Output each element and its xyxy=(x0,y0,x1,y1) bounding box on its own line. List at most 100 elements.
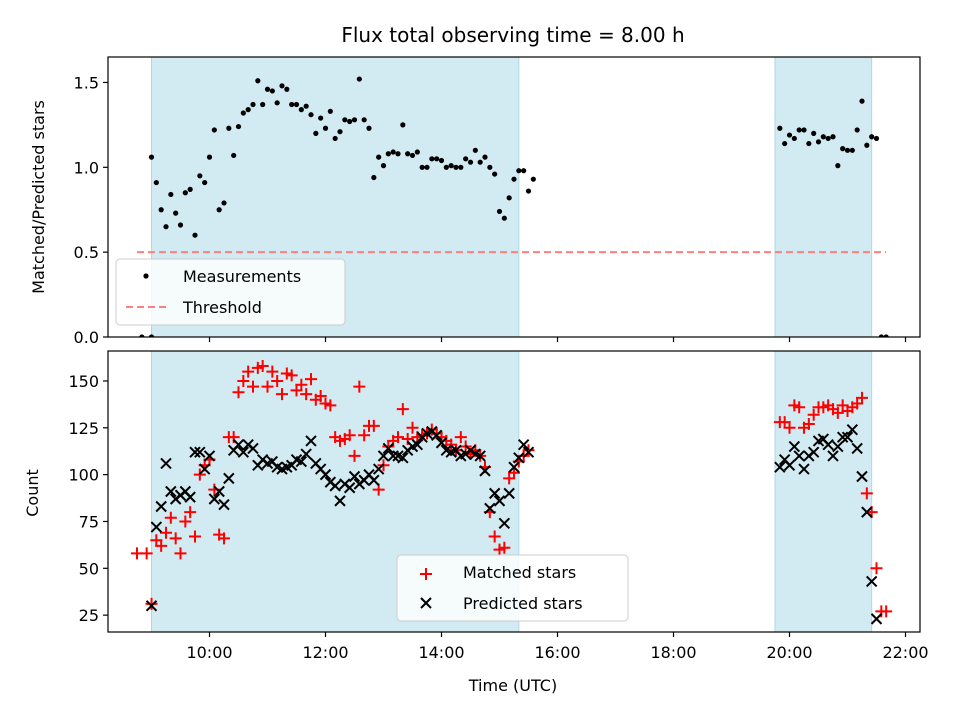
measurements-point-100 xyxy=(864,142,870,148)
matched-stars-point-75 xyxy=(498,541,511,554)
measurements-point-17 xyxy=(221,200,227,206)
predicted-stars-point-92 xyxy=(836,431,849,443)
predicted-stars-point-15 xyxy=(218,498,230,511)
top-y-axis-label: Matched/Predicted stars xyxy=(29,100,48,294)
matched-stars-point-26 xyxy=(261,380,274,393)
measurements-point-34 xyxy=(303,103,309,109)
legend-label-matched-stars: Matched stars xyxy=(463,563,576,582)
matched-stars-point-20 xyxy=(232,386,245,399)
matched-stars-point-49 xyxy=(372,483,385,496)
predicted-stars-point-76 xyxy=(513,452,525,464)
predicted-stars-point-71 xyxy=(488,487,501,500)
measurements-point-104 xyxy=(883,334,889,337)
predicted-stars-point-41 xyxy=(343,482,356,494)
matched-stars-point-1 xyxy=(140,547,153,560)
axes-frame-0 xyxy=(107,56,921,338)
measurements-point-32 xyxy=(293,101,300,108)
predicted-stars-point-48 xyxy=(377,450,390,462)
measurements-point-4 xyxy=(158,207,164,213)
predicted-stars-point-90 xyxy=(827,450,839,462)
measurements-point-61 xyxy=(434,156,440,162)
measurements-point-28 xyxy=(274,100,280,106)
measurements-point-9 xyxy=(182,190,188,196)
matched-stars-point-7 xyxy=(169,532,182,545)
matched-stars-point-98 xyxy=(856,391,868,404)
measurements-point-13 xyxy=(202,179,208,186)
matched-stars-point-4 xyxy=(155,539,168,552)
legend-label-measurements: Measurements xyxy=(183,267,301,286)
matched-stars-point-80 xyxy=(522,444,535,457)
predicted-stars-point-94 xyxy=(846,423,859,436)
predicted-stars-point-89 xyxy=(822,438,834,451)
measurements-point-73 xyxy=(492,171,498,177)
measurements-point-82 xyxy=(777,125,783,131)
predicted-stars-point-39 xyxy=(334,495,346,507)
measurements-point-88 xyxy=(806,140,812,147)
y-tick-label-1-0: 25 xyxy=(79,606,99,625)
measurements-point-96 xyxy=(844,147,851,153)
measurements-point-7 xyxy=(173,210,179,216)
measurements-point-11 xyxy=(192,232,198,238)
predicted-stars-point-1 xyxy=(150,521,163,533)
measurements-point-94 xyxy=(835,163,841,169)
measurements-point-21 xyxy=(240,110,246,116)
predicted-stars-point-2 xyxy=(155,500,167,513)
measurements-point-83 xyxy=(782,140,788,147)
matched-stars-point-21 xyxy=(237,374,250,387)
matched-stars-point-44 xyxy=(348,449,361,462)
predicted-stars-point-13 xyxy=(208,493,221,505)
shaded-interval-0-1 xyxy=(774,56,873,338)
legend-marker-matched-stars xyxy=(420,568,432,580)
measurements-point-49 xyxy=(376,154,382,160)
predicted-stars-point-55 xyxy=(411,438,424,451)
y-tick-label-1-4: 125 xyxy=(68,419,99,438)
matched-stars-point-5 xyxy=(160,526,172,539)
measurements-point-20 xyxy=(235,123,242,130)
matched-stars-point-6 xyxy=(164,511,177,524)
y-tick-label-1-1: 50 xyxy=(79,559,99,578)
matched-stars-point-33 xyxy=(295,378,308,391)
predicted-stars-point-0 xyxy=(145,600,158,612)
matched-stars-point-56 xyxy=(406,421,419,434)
matched-stars-point-35 xyxy=(305,373,317,386)
matched-stars-point-85 xyxy=(793,401,806,414)
measurements-point-45 xyxy=(356,76,362,82)
matched-stars-point-39 xyxy=(324,399,337,412)
bottom-legend: Matched stars Predicted stars xyxy=(396,554,629,622)
measurements-point-51 xyxy=(385,151,391,157)
top-legend: Measurements Threshold xyxy=(115,258,346,326)
matched-stars-point-25 xyxy=(256,359,269,372)
matched-stars-point-10 xyxy=(184,506,197,519)
measurements-point-68 xyxy=(467,159,474,165)
measurements-point-63 xyxy=(443,164,449,170)
y-tick-label-1-5: 150 xyxy=(68,372,99,391)
predicted-stars-point-68 xyxy=(474,450,486,462)
measurements-point-66 xyxy=(458,164,464,170)
measurements-point-98 xyxy=(854,127,860,133)
measurements-point-10 xyxy=(187,186,193,192)
measurements-point-27 xyxy=(269,88,275,94)
shaded-interval-1-1 xyxy=(774,350,873,633)
measurements-point-43 xyxy=(347,118,353,125)
measurements-point-42 xyxy=(342,117,348,123)
measurements-point-72 xyxy=(487,164,493,170)
predicted-stars-point-4 xyxy=(165,485,177,498)
predicted-stars-point-95 xyxy=(851,442,863,455)
measurements-point-86 xyxy=(796,127,802,133)
measurements-point-93 xyxy=(830,134,836,140)
predicted-stars-point-97 xyxy=(861,506,873,518)
y-tick-label-0-3: 1.5 xyxy=(74,73,99,92)
predicted-stars-point-82 xyxy=(788,440,801,453)
measurements-point-81 xyxy=(530,176,536,182)
measurements-point-101 xyxy=(869,134,875,140)
predicted-stars-point-77 xyxy=(517,438,530,451)
matched-stars-point-43 xyxy=(343,429,356,442)
measurements-point-41 xyxy=(337,129,343,135)
measurements-point-78 xyxy=(516,168,522,174)
predicted-stars-point-10 xyxy=(194,446,206,458)
x-tick-label-6: 22:00 xyxy=(882,643,928,662)
legend-label-threshold: Threshold xyxy=(182,298,262,317)
measurements-point-47 xyxy=(366,125,372,131)
matched-stars-point-2 xyxy=(145,597,158,610)
